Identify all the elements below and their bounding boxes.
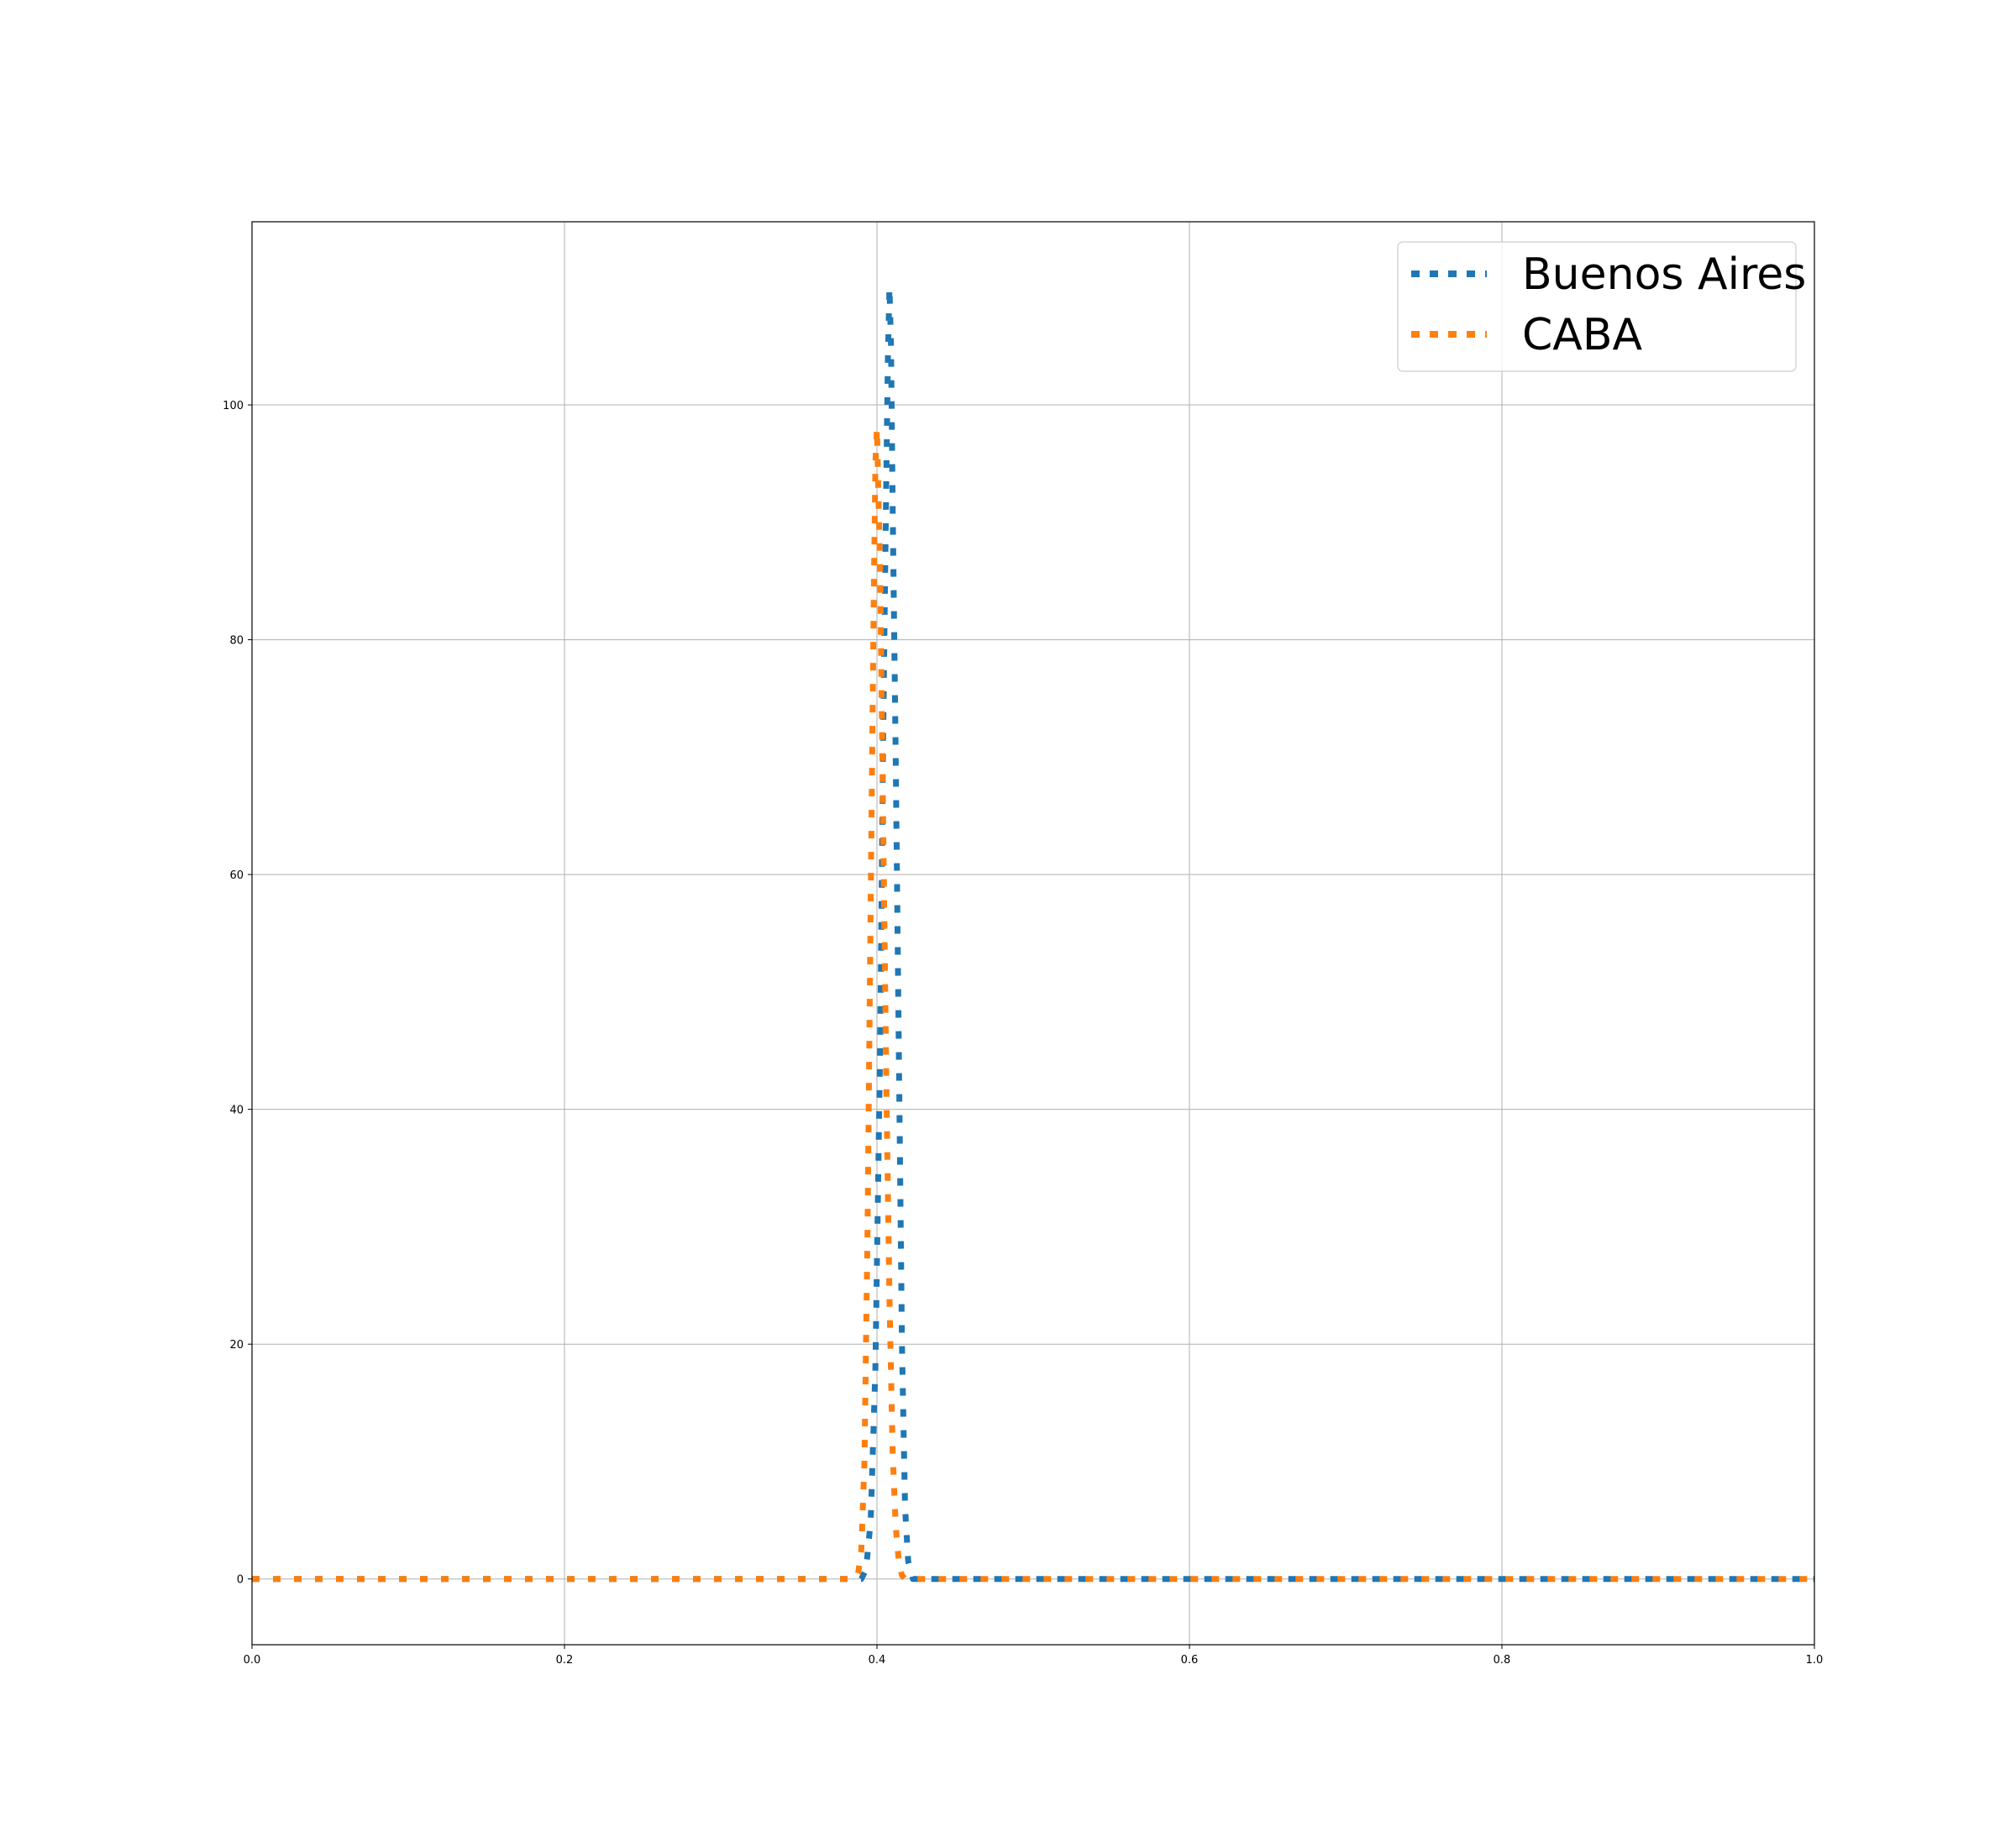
series-group — [252, 284, 1814, 1583]
series-line-caba — [252, 425, 1814, 1583]
legend-box — [1397, 241, 1797, 372]
plot-area — [252, 222, 1814, 1645]
y-tick-label: 100 — [223, 400, 244, 412]
x-tick-label: 0.2 — [556, 1654, 574, 1667]
legend-label: CABA — [1522, 310, 1643, 360]
x-axis: 0.0 0.2 0.4 0.6 0.8 1.0 — [244, 1645, 1824, 1667]
y-tick-label: 0 — [237, 1574, 244, 1587]
x-tick-label: 0.0 — [244, 1654, 261, 1667]
x-tick-label: 0.8 — [1494, 1654, 1511, 1667]
x-tick-label: 1.0 — [1806, 1654, 1824, 1667]
legend: Buenos Aires CABA — [1397, 241, 1806, 372]
y-tick-label: 40 — [229, 1105, 244, 1117]
x-tick-label: 0.4 — [869, 1654, 886, 1667]
plot-frame — [251, 221, 1815, 1646]
y-axis: 0 20 40 60 80 100 — [223, 400, 252, 1587]
series-line-buenos-aires — [252, 284, 1814, 1583]
legend-label: Buenos Aires — [1522, 249, 1806, 300]
y-tick-label: 80 — [229, 635, 244, 648]
y-tick-label: 20 — [229, 1339, 244, 1352]
x-tick-label: 0.6 — [1181, 1654, 1199, 1667]
y-tick-label: 60 — [229, 869, 244, 882]
